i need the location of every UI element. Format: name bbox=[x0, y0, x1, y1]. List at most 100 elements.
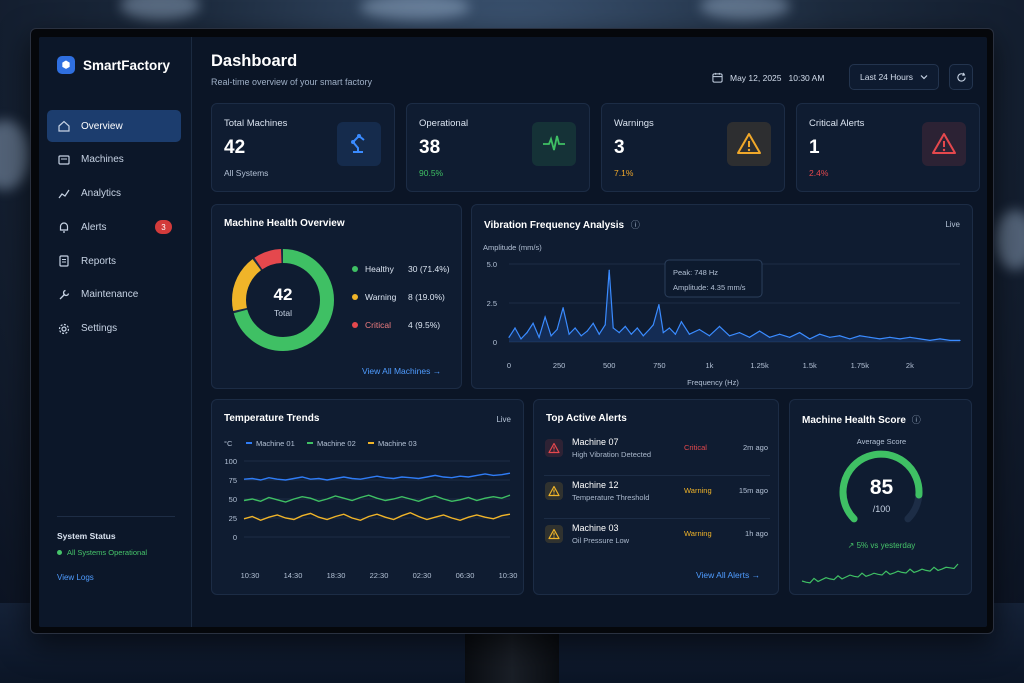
vibration-point bbox=[568, 333, 570, 335]
vibration-point bbox=[698, 328, 701, 331]
alert-machine: Machine 12 bbox=[572, 480, 619, 490]
vibration-x-tick: 250 bbox=[553, 361, 566, 370]
time-range-select[interactable]: Last 24 Hours bbox=[849, 64, 939, 90]
dashboard-screen: ⬢ SmartFactory Overview Machines Analytics… bbox=[39, 37, 987, 627]
machine-icon bbox=[57, 153, 71, 167]
stat-card-operational[interactable]: Operational 38 90.5% bbox=[406, 103, 590, 192]
sidebar-item-reports[interactable]: Reports bbox=[47, 245, 181, 277]
sidebar-nav: Overview Machines Analytics Alerts 3 Reports M… bbox=[47, 110, 181, 347]
temperature-legend-label: Machine 02 bbox=[317, 439, 356, 448]
sidebar-item-maintenance[interactable]: Maintenance bbox=[47, 279, 181, 311]
stat-card-critical-alerts[interactable]: Critical Alerts 1 2.4% bbox=[796, 103, 980, 192]
score-caption: Average Score bbox=[856, 437, 907, 446]
info-icon[interactable]: ⓘ bbox=[630, 220, 640, 230]
vibration-y-tick: 5.0 bbox=[487, 260, 497, 269]
analytics-icon bbox=[57, 187, 71, 201]
vibration-point bbox=[630, 333, 632, 335]
sidebar-item-overview[interactable]: Overview bbox=[47, 110, 181, 142]
temperature-chart: °C Machine 01 Machine 02 Machine 03 0 25 50 75 1… bbox=[224, 439, 517, 580]
vibration-point bbox=[849, 338, 851, 340]
stat-card-warnings[interactable]: Warnings 3 7.1% bbox=[601, 103, 785, 192]
stat-sub: 90.5% bbox=[419, 168, 444, 178]
warning-icon bbox=[545, 525, 563, 543]
vibration-point bbox=[520, 338, 522, 340]
legend-critical: Critical 4 (9.5%) bbox=[352, 320, 452, 330]
vibration-point bbox=[738, 332, 741, 334]
sidebar-item-label: Maintenance bbox=[81, 289, 139, 301]
alert-item[interactable]: Machine 03 Oil Pressure Low Warning 1h ago bbox=[544, 519, 770, 562]
trend-up-icon: ↗ bbox=[847, 541, 855, 550]
vibration-point bbox=[624, 325, 626, 327]
vibration-point bbox=[662, 332, 664, 334]
stat-value: 3 bbox=[614, 137, 625, 158]
legend-value: 30 (71.4%) bbox=[408, 264, 450, 274]
temperature-line-machine-03[interactable] bbox=[243, 511, 511, 522]
tooltip-amplitude: Amplitude: 4.35 mm/s bbox=[673, 283, 746, 292]
refresh-icon bbox=[956, 72, 966, 82]
vibration-point bbox=[708, 335, 711, 337]
stat-label: Critical Alerts bbox=[809, 118, 865, 129]
donut-slice-warning[interactable] bbox=[232, 249, 334, 351]
refresh-button[interactable] bbox=[949, 64, 973, 90]
temperature-y-tick: 0 bbox=[233, 533, 237, 542]
alert-item[interactable]: Machine 07 High Vibration Detected Critica… bbox=[544, 433, 770, 476]
vibration-point bbox=[718, 325, 721, 327]
temperature-line-machine-02[interactable] bbox=[243, 494, 511, 503]
view-all-machines-link[interactable]: View All Machines → bbox=[362, 366, 441, 376]
donut-total: 42 bbox=[273, 285, 293, 304]
vibration-point bbox=[799, 332, 801, 334]
vibration-point bbox=[909, 336, 911, 338]
vibration-card: Vibration Frequency Analysis ⓘ Live Ampl… bbox=[471, 204, 973, 389]
info-icon[interactable]: ⓘ bbox=[911, 415, 921, 425]
vibration-y-tick: 0 bbox=[493, 338, 497, 347]
alert-item[interactable]: Machine 12 Temperature Threshold Warning 15… bbox=[544, 476, 770, 519]
view-logs-link[interactable]: View Logs bbox=[57, 573, 94, 582]
alerts-title: Top Active Alerts bbox=[546, 413, 627, 424]
sidebar-item-label: Alerts bbox=[81, 221, 107, 233]
temperature-x-tick: 10:30 bbox=[241, 571, 260, 580]
system-status: System Status All Systems Operational Vi… bbox=[57, 516, 175, 582]
vibration-point bbox=[648, 328, 650, 331]
alert-time: 15m ago bbox=[738, 486, 768, 495]
score-title-text: Machine Health Score bbox=[802, 415, 906, 426]
view-all-alerts-link[interactable]: View All Alerts → bbox=[696, 570, 760, 580]
vibration-point bbox=[658, 303, 660, 306]
legend-value: 8 (19.0%) bbox=[408, 292, 445, 302]
sidebar-item-alerts[interactable]: Alerts 3 bbox=[47, 211, 181, 243]
alert-machine: Machine 07 bbox=[572, 437, 619, 447]
stat-label: Operational bbox=[419, 118, 469, 129]
alert-severity: Warning bbox=[684, 486, 712, 495]
app-logo[interactable]: ⬢ SmartFactory bbox=[57, 56, 170, 74]
score-value: 85 bbox=[869, 476, 894, 499]
temperature-live-label: Live bbox=[496, 415, 511, 424]
vibration-point bbox=[919, 338, 921, 340]
sidebar-item-label: Analytics bbox=[81, 188, 122, 200]
vibration-point bbox=[859, 335, 861, 337]
temperature-line-machine-01[interactable] bbox=[243, 472, 511, 481]
warning-icon bbox=[545, 482, 563, 500]
arrow-right-icon: → bbox=[751, 570, 761, 580]
view-all-machines-label: View All Machines bbox=[362, 366, 431, 376]
donut-slice-healthy[interactable] bbox=[232, 249, 334, 351]
legend-label: Healthy bbox=[365, 264, 394, 274]
bell-icon bbox=[57, 220, 71, 234]
vibration-point bbox=[688, 333, 690, 335]
vibration-point bbox=[544, 316, 546, 318]
sidebar-item-settings[interactable]: Settings bbox=[47, 313, 181, 345]
home-icon bbox=[57, 119, 71, 133]
temperature-y-tick: 75 bbox=[229, 476, 237, 485]
sidebar-item-analytics[interactable]: Analytics bbox=[47, 178, 181, 210]
score-max: /100 bbox=[872, 504, 891, 514]
legend-value: 4 (9.5%) bbox=[408, 320, 441, 330]
sidebar-item-machines[interactable]: Machines bbox=[47, 144, 181, 176]
stat-card-total-machines[interactable]: Total Machines 42 All Systems bbox=[211, 103, 395, 192]
vibration-point bbox=[642, 335, 644, 337]
vibration-y-tick: 2.5 bbox=[487, 299, 497, 308]
vibration-x-tick: 1.5k bbox=[803, 361, 817, 370]
alert-icon bbox=[922, 122, 966, 166]
machine-health-card: Machine Health Overview 42 Total Healthy… bbox=[211, 204, 462, 389]
temperature-y-tick: 25 bbox=[229, 514, 237, 523]
vibration-y-axis-label: Amplitude (mm/s) bbox=[483, 243, 542, 252]
vibration-point bbox=[869, 336, 871, 338]
active-alerts-card: Top Active Alerts Machine 07 High Vibrati… bbox=[533, 399, 779, 595]
